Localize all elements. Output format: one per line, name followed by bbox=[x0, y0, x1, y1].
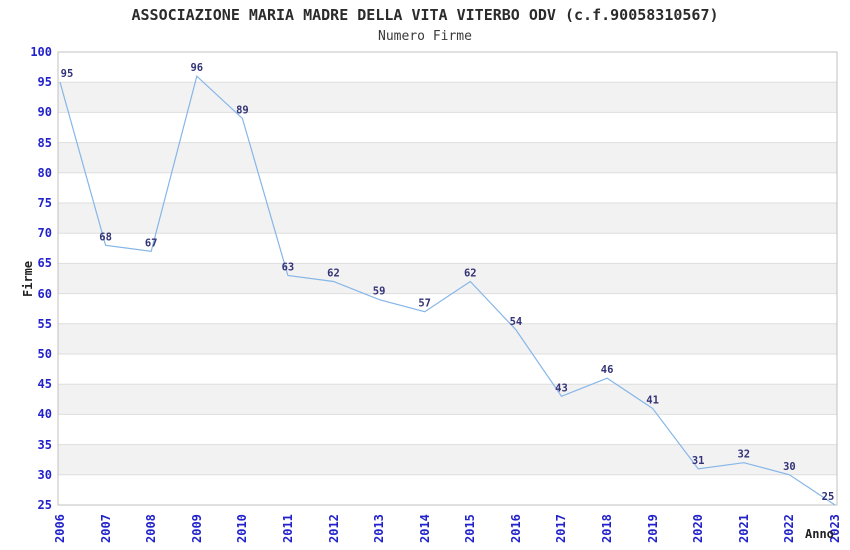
plot-band bbox=[58, 384, 837, 415]
y-tick-label: 75 bbox=[37, 196, 52, 210]
y-tick-label: 35 bbox=[37, 437, 52, 452]
y-tick-label: 40 bbox=[37, 407, 52, 422]
x-tick-label: 2008 bbox=[144, 514, 159, 543]
data-point-label: 30 bbox=[783, 461, 796, 473]
x-tick-label: 2019 bbox=[645, 514, 660, 543]
y-tick-label: 80 bbox=[37, 165, 52, 180]
x-tick-label: 2021 bbox=[736, 514, 751, 543]
y-tick-label: 50 bbox=[37, 347, 52, 361]
data-point-label: 41 bbox=[646, 394, 659, 406]
data-line bbox=[59, 75, 836, 506]
y-tick-label: 60 bbox=[37, 286, 52, 301]
data-point-label: 57 bbox=[418, 298, 431, 310]
data-point-label: 62 bbox=[327, 268, 340, 280]
plot-band bbox=[58, 323, 837, 354]
data-point-label: 67 bbox=[145, 237, 158, 249]
data-point-label: 46 bbox=[601, 364, 614, 376]
x-tick-label: 2015 bbox=[463, 514, 478, 543]
data-point-label: 31 bbox=[692, 455, 705, 467]
data-point-label: 95 bbox=[61, 68, 74, 80]
y-tick-label: 95 bbox=[37, 75, 52, 90]
x-tick-label: 2016 bbox=[508, 514, 523, 543]
x-tick-label: 2012 bbox=[326, 514, 341, 543]
x-tick-label: 2006 bbox=[53, 514, 67, 543]
data-point-label: 32 bbox=[737, 449, 750, 461]
x-axis-title: Anno bbox=[805, 527, 834, 541]
data-point-label: 25 bbox=[822, 491, 835, 503]
x-tick-label: 2022 bbox=[782, 514, 797, 543]
x-tick-label: 2009 bbox=[189, 514, 204, 543]
data-point-label: 43 bbox=[555, 382, 568, 394]
y-axis-title: Firme bbox=[21, 260, 35, 297]
plot-border bbox=[57, 51, 838, 506]
data-point-label: 63 bbox=[282, 262, 295, 274]
plot-band bbox=[58, 142, 837, 173]
x-tick-label: 2017 bbox=[554, 514, 569, 543]
data-point-label: 96 bbox=[190, 62, 203, 74]
y-tick-label: 55 bbox=[37, 316, 52, 331]
y-tick-label: 45 bbox=[37, 377, 52, 392]
x-tick-label: 2018 bbox=[600, 514, 615, 543]
data-point-label: 59 bbox=[373, 286, 386, 298]
x-tick-label: 2013 bbox=[372, 514, 387, 543]
plot-band bbox=[58, 203, 837, 234]
y-tick-label: 70 bbox=[37, 226, 52, 241]
data-point-label: 89 bbox=[236, 104, 249, 116]
chart-subtitle: Numero Firme bbox=[378, 29, 472, 44]
data-point-label: 54 bbox=[510, 316, 523, 328]
x-tick-label: 2014 bbox=[417, 514, 432, 543]
plot-band bbox=[58, 82, 837, 113]
y-tick-label: 100 bbox=[30, 45, 52, 59]
x-tick-label: 2011 bbox=[280, 514, 295, 543]
x-tick-label: 2007 bbox=[98, 514, 113, 543]
y-tick-label: 65 bbox=[37, 256, 52, 271]
data-point-label: 62 bbox=[464, 268, 477, 280]
chart-title: ASSOCIAZIONE MARIA MADRE DELLA VITA VITE… bbox=[131, 6, 719, 24]
plot-band bbox=[58, 263, 837, 294]
data-point-label: 68 bbox=[99, 231, 112, 243]
y-tick-label: 90 bbox=[37, 105, 52, 120]
plot-band bbox=[58, 444, 837, 475]
y-tick-label: 30 bbox=[37, 467, 52, 482]
x-tick-label: 2010 bbox=[235, 514, 250, 543]
x-tick-label: 2020 bbox=[691, 514, 706, 543]
y-tick-label: 85 bbox=[37, 135, 52, 150]
y-tick-label: 25 bbox=[37, 498, 52, 512]
